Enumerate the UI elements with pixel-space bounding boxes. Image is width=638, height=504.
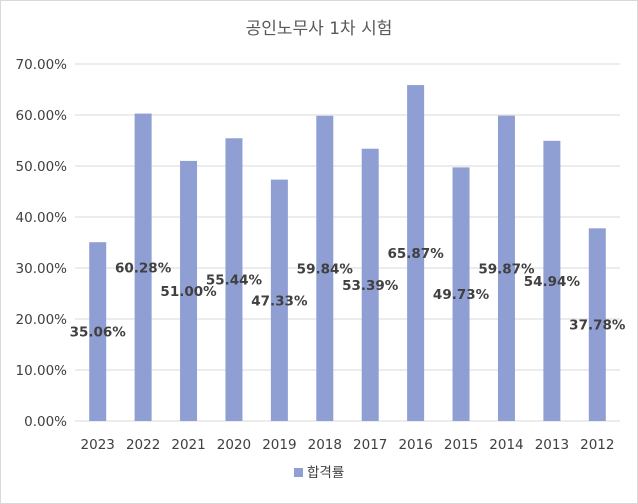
y-tick-label: 60.00% <box>16 108 68 124</box>
y-tick-label: 20.00% <box>16 312 68 328</box>
bar <box>543 140 561 421</box>
data-label: 51.00% <box>160 284 217 300</box>
x-tick-label: 2019 <box>262 437 296 453</box>
chart-title: 공인노무사 1차 시험 <box>245 19 393 39</box>
x-tick-label: 2014 <box>489 437 523 453</box>
bar <box>361 148 379 421</box>
legend: 합격률 <box>294 465 344 481</box>
bar <box>225 138 243 422</box>
bar <box>270 179 288 421</box>
x-tick-label: 2012 <box>580 437 614 453</box>
legend-label: 합격률 <box>307 465 344 481</box>
data-label: 55.44% <box>206 273 263 289</box>
x-tick-label: 2021 <box>171 437 205 453</box>
data-label: 54.94% <box>524 274 581 290</box>
data-labels: 35.06% 60.28% 51.00%55.44% 47.33% 59.84%53.3… <box>70 246 626 341</box>
y-tick-label: 0.00% <box>24 414 67 430</box>
x-axis-ticks: 2023 2022 2021 2020 2019 2018 2017 2016 2015 2014… <box>81 437 615 453</box>
x-tick-label: 2017 <box>353 437 387 453</box>
data-label: 59.87% <box>478 261 535 277</box>
data-label: 60.28% <box>115 260 172 276</box>
y-tick-label: 70.00% <box>16 57 68 73</box>
x-tick-label: 2016 <box>398 437 432 453</box>
data-label: 65.87% <box>388 246 445 262</box>
bar <box>89 242 107 421</box>
bar <box>180 160 198 421</box>
gridlines <box>75 63 620 422</box>
data-label: 35.06% <box>70 325 127 341</box>
y-tick-label: 30.00% <box>16 261 68 277</box>
bars <box>89 85 606 422</box>
bar <box>316 115 334 421</box>
x-tick-label: 2015 <box>444 437 478 453</box>
data-label: 53.39% <box>342 278 399 294</box>
data-label: 49.73% <box>433 287 490 303</box>
data-label: 59.84% <box>297 261 354 277</box>
x-tick-label: 2018 <box>308 437 342 453</box>
x-tick-label: 2023 <box>81 437 115 453</box>
data-label: 47.33% <box>251 293 308 309</box>
bar <box>497 115 515 422</box>
x-tick-label: 2013 <box>535 437 569 453</box>
bar <box>134 113 152 422</box>
y-axis-ticks: 0.00% 10.00% 20.00% 30.00% 40.00% 50.00% 60.00… <box>16 57 68 430</box>
x-tick-label: 2020 <box>217 437 251 453</box>
y-tick-label: 10.00% <box>16 363 68 379</box>
bar <box>588 228 606 421</box>
legend-swatch <box>294 468 303 477</box>
bar <box>452 167 470 421</box>
y-tick-label: 50.00% <box>16 159 68 175</box>
bar <box>407 85 425 422</box>
data-label: 37.78% <box>569 318 626 334</box>
y-tick-label: 40.00% <box>16 210 68 226</box>
x-tick-label: 2022 <box>126 437 160 453</box>
